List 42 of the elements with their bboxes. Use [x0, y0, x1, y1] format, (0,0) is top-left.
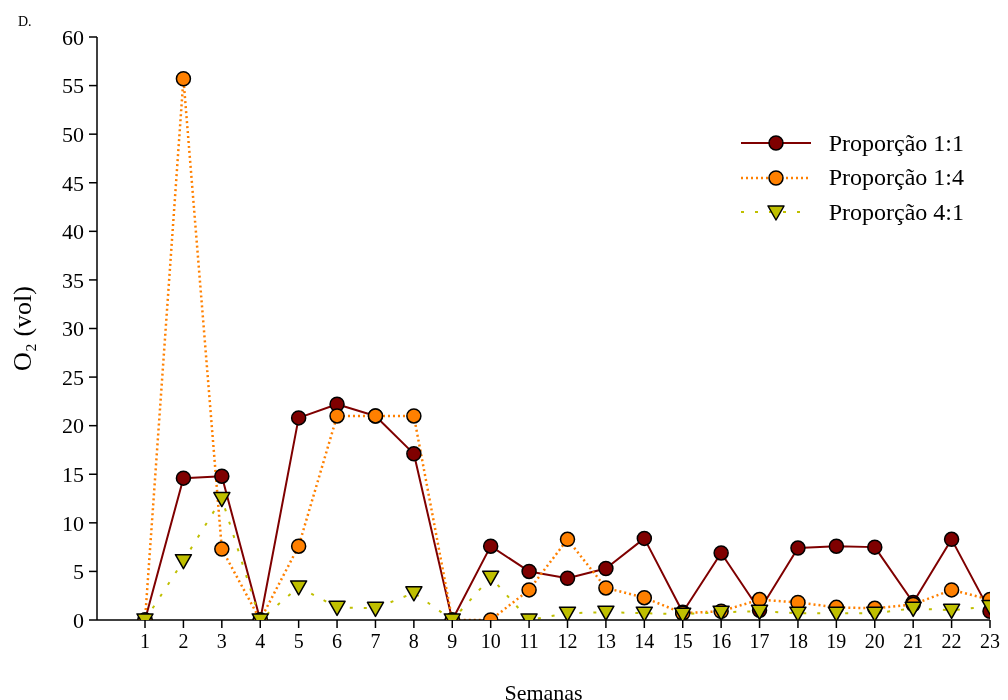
x-tick-label: 1: [140, 630, 151, 653]
x-tick-label: 17: [749, 630, 770, 653]
x-tick-label: 23: [980, 630, 1000, 653]
x-tick-label: 14: [634, 630, 655, 653]
x-tick-label: 2: [178, 630, 189, 653]
y-tick-label: 20: [62, 413, 84, 439]
x-tick-label: 4: [255, 630, 266, 653]
y-tick-label: 35: [62, 267, 84, 293]
x-tick-label: 3: [216, 630, 227, 653]
x-tick-label: 6: [332, 630, 343, 653]
y-tick-label: 30: [62, 316, 84, 342]
y-axis-title: O₂ (vol): [8, 286, 38, 371]
y-tick-label: 0: [73, 607, 84, 633]
x-tick-label: 5: [293, 630, 304, 653]
y-tick-label: 45: [62, 170, 84, 196]
x-tick-label: 18: [787, 630, 808, 653]
legend-label: Proporção 1:1: [828, 129, 964, 157]
y-tick-label: 25: [62, 364, 84, 390]
x-tick-label: 7: [370, 630, 381, 653]
x-tick-label: 15: [672, 630, 693, 653]
y-tick-label: 10: [62, 510, 84, 536]
y-tick-label: 40: [62, 219, 84, 245]
x-tick-label: 16: [711, 630, 732, 653]
x-tick-label: 11: [519, 630, 539, 653]
legend-label: Proporção 1:4: [828, 164, 964, 192]
y-tick-label: 50: [62, 121, 84, 147]
x-tick-label: 20: [864, 630, 885, 653]
x-tick-label: 10: [480, 630, 501, 653]
x-tick-label: 21: [903, 630, 924, 653]
x-tick-label: 13: [595, 630, 616, 653]
x-axis-title: Semanas: [504, 680, 583, 700]
text: D.: [18, 14, 32, 30]
x-tick-label: 8: [408, 630, 419, 653]
y-tick-label: 5: [73, 559, 84, 585]
y-tick-label: 55: [62, 73, 84, 99]
x-tick-label: 22: [941, 630, 962, 653]
y-tick-label: 15: [62, 462, 84, 488]
x-tick-label: 12: [557, 630, 578, 653]
x-tick-label: 9: [447, 630, 458, 653]
y-tick-label: 60: [62, 24, 84, 50]
x-tick-label: 19: [826, 630, 847, 653]
legend-label: Proporção 4:1: [828, 198, 964, 226]
